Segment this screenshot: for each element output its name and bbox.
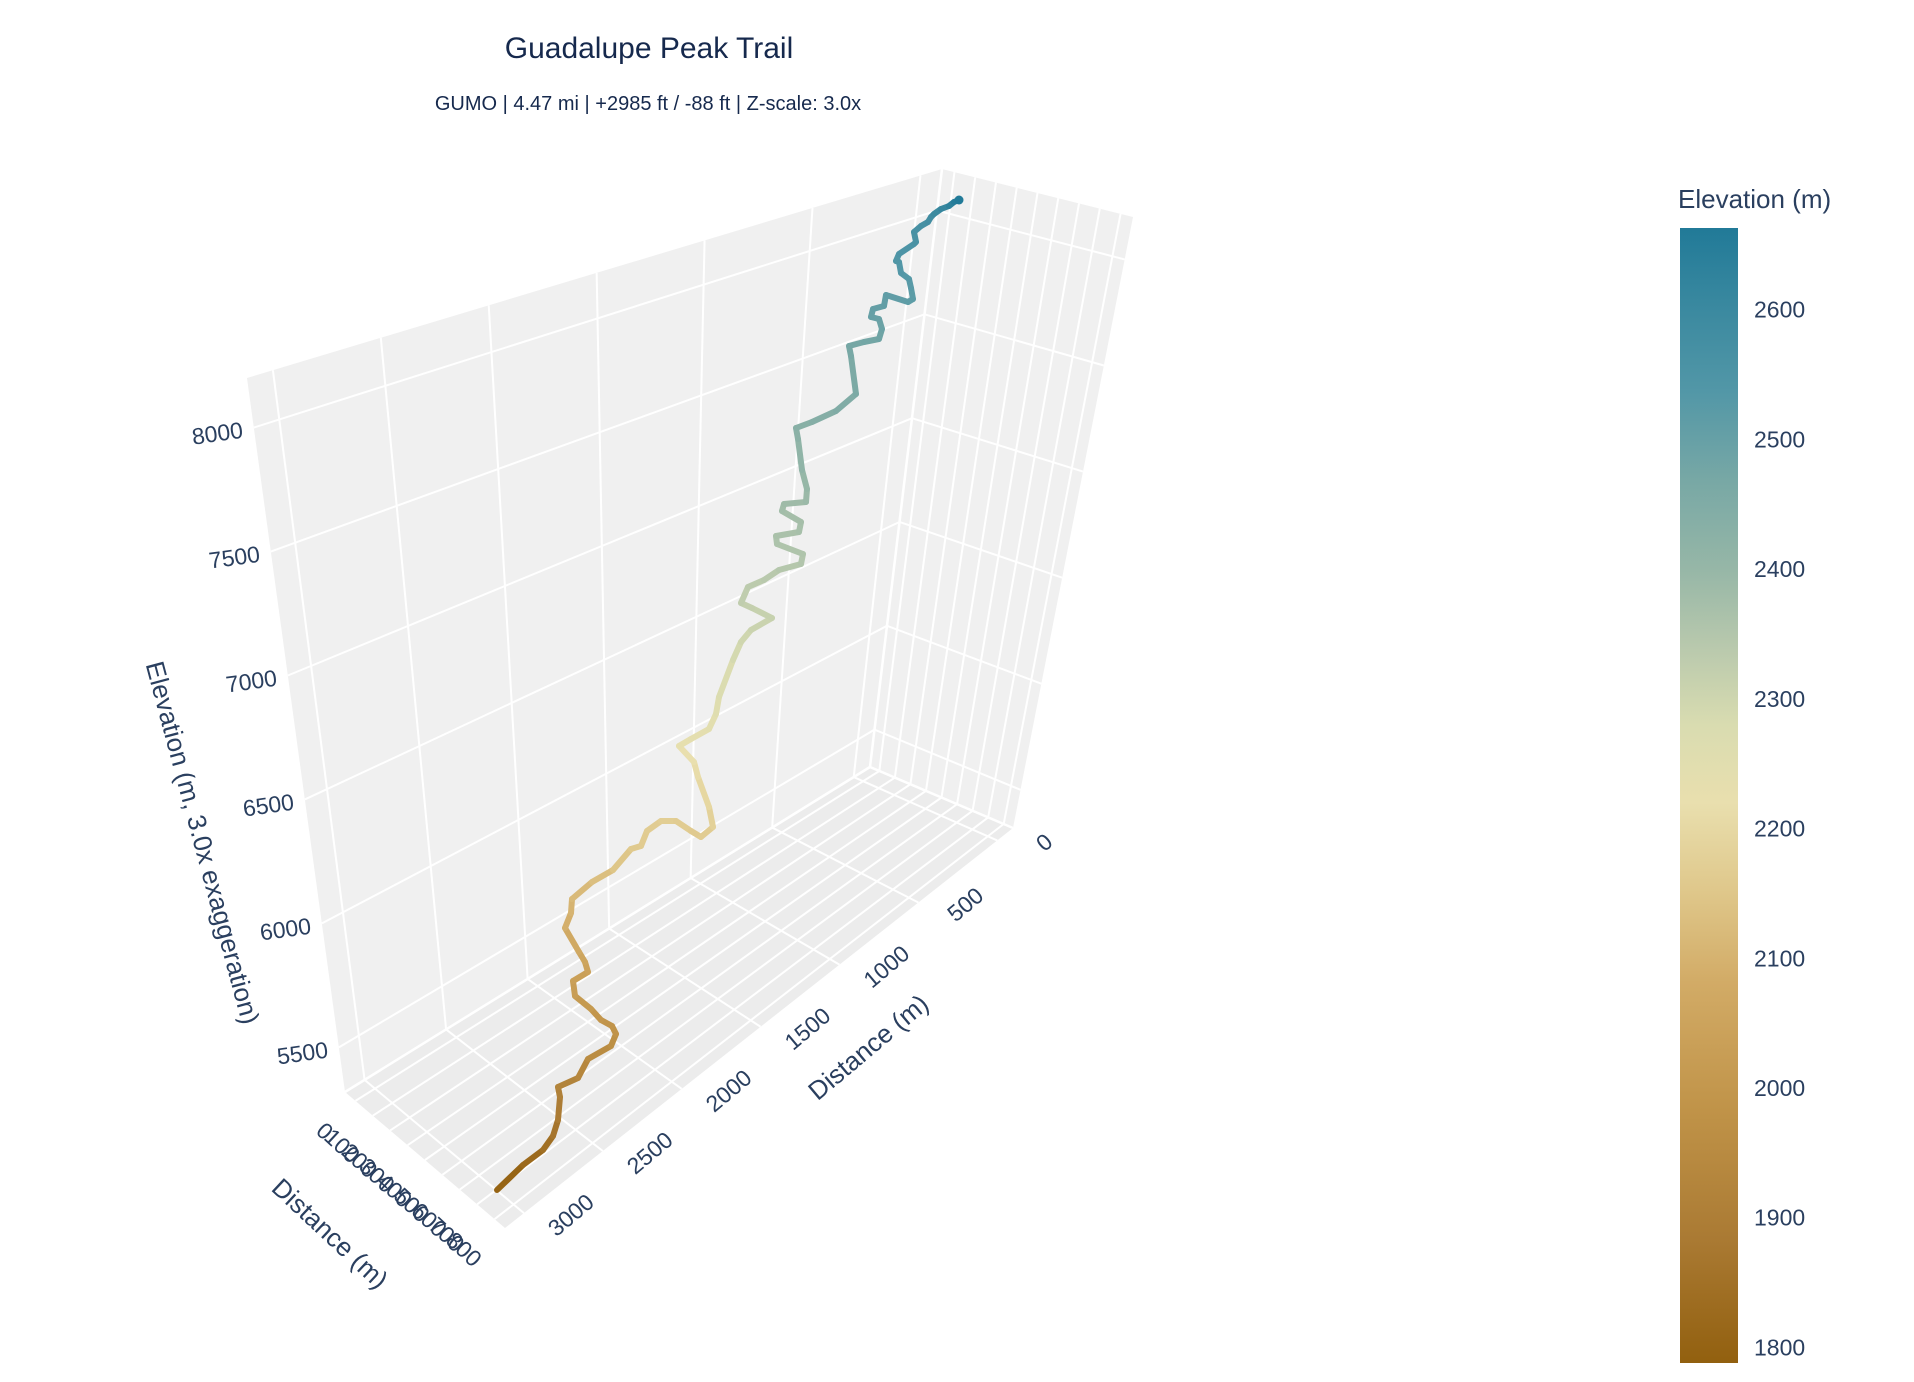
colorbar-tick-labels: 2600 2500 2400 2300 2200 2100 2000 1900 1800 <box>1754 297 1805 1361</box>
svg-text:1900: 1900 <box>1754 1205 1805 1231</box>
svg-text:2000: 2000 <box>1754 1075 1805 1101</box>
svg-text:8000: 8000 <box>190 417 244 450</box>
svg-text:2200: 2200 <box>1754 816 1805 842</box>
svg-text:2600: 2600 <box>1754 297 1805 323</box>
scene-gridlines <box>253 168 1125 1220</box>
svg-text:2500: 2500 <box>1754 426 1805 452</box>
svg-text:500: 500 <box>942 882 988 927</box>
yaxis-title: Distance (m) <box>802 988 934 1106</box>
svg-text:1500: 1500 <box>779 1002 835 1055</box>
svg-text:6000: 6000 <box>258 913 312 946</box>
svg-text:1800: 1800 <box>1754 1334 1805 1360</box>
svg-text:0: 0 <box>1031 828 1058 856</box>
svg-text:6500: 6500 <box>241 789 295 822</box>
svg-text:2300: 2300 <box>1754 686 1805 712</box>
svg-text:2100: 2100 <box>1754 945 1805 971</box>
svg-text:3000: 3000 <box>543 1189 599 1242</box>
colorbar-gradient <box>1680 228 1738 1363</box>
chart-subtitle: GUMO | 4.47 mi | +2985 ft / -88 ft | Z-s… <box>435 93 861 115</box>
zaxis-title: Elevation (m, 3.0x exaggeration) <box>140 658 266 1027</box>
svg-text:5500: 5500 <box>275 1037 329 1070</box>
svg-text:7500: 7500 <box>207 541 261 574</box>
scene-walls <box>247 169 1133 1228</box>
svg-text:2500: 2500 <box>622 1126 678 1179</box>
svg-text:2000: 2000 <box>701 1064 757 1117</box>
colorbar-title: Elevation (m) <box>1678 184 1831 214</box>
trail-line[interactable] <box>494 195 964 1193</box>
svg-text:7000: 7000 <box>224 665 278 698</box>
svg-text:2400: 2400 <box>1754 556 1805 582</box>
colorbar: Elevation (m) 2600 2500 2400 2300 2200 2100 20… <box>1678 184 1831 1363</box>
svg-text:1000: 1000 <box>858 940 914 993</box>
chart-title: Guadalupe Peak Trail <box>505 32 794 65</box>
